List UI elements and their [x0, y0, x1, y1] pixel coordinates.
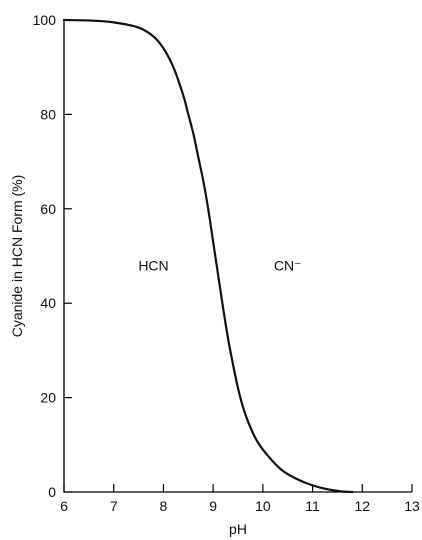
- y-tick-label: 80: [40, 106, 56, 122]
- y-tick-label: 0: [48, 484, 56, 500]
- x-tick-label: 7: [110, 498, 118, 514]
- x-axis-label: pH: [229, 521, 247, 537]
- x-tick-label: 8: [160, 498, 168, 514]
- ticks-layer: 6 7 8 9 10 11 12 13 0 20 40 60 80 100: [33, 12, 420, 514]
- x-tick-label: 6: [60, 498, 68, 514]
- y-tick-label: 40: [40, 295, 56, 311]
- annotation-label-2: CN⁻: [274, 257, 302, 273]
- y-axis-label: Cyanide in HCN Form (%): [9, 175, 25, 338]
- axes: [63, 20, 412, 493]
- x-tick-label: 9: [209, 498, 217, 514]
- series-line: [62, 18, 354, 494]
- x-tick-label: 12: [354, 498, 370, 514]
- annotations-layer: HCN CN⁻: [138, 257, 301, 273]
- y-tick-label: 60: [40, 201, 56, 217]
- x-tick-label: 11: [305, 498, 320, 514]
- annotation-label-1: HCN: [138, 257, 168, 273]
- y-tick-label: 20: [40, 390, 56, 406]
- y-tick-label: 100: [33, 12, 57, 28]
- x-tick-label: 13: [404, 498, 420, 514]
- x-tick-label: 10: [255, 498, 271, 514]
